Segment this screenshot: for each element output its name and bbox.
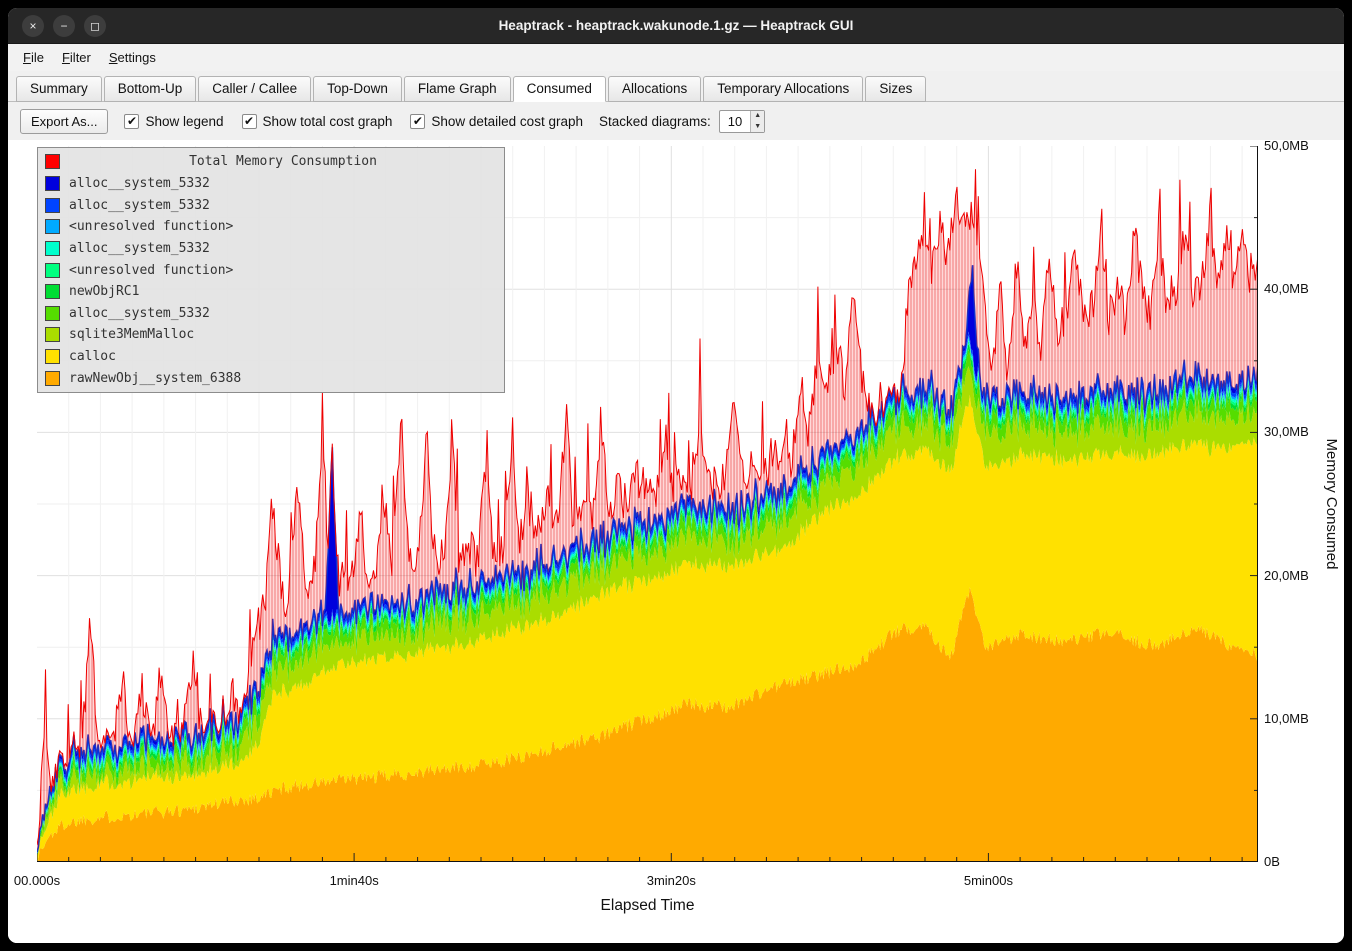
legend-swatch: [45, 154, 60, 170]
legend-label: alloc__system_5332: [69, 197, 210, 213]
legend-title-row: Total Memory Consumption: [43, 151, 499, 173]
legend-label: sqlite3MemMalloc: [69, 327, 195, 343]
legend-swatch: [45, 327, 60, 343]
legend-item: alloc__system_5332: [43, 302, 499, 324]
x-axis-tick-label: 3min20s: [646, 873, 696, 888]
checkbox-show-legend[interactable]: ✔ Show legend: [124, 113, 224, 129]
checkbox-label: Show detailed cost graph: [431, 113, 583, 129]
menu-file[interactable]: File: [23, 50, 44, 65]
legend-label: <unresolved function>: [69, 219, 234, 235]
tab-bar: Summary Bottom-Up Caller / Callee Top-Down F…: [8, 71, 1344, 102]
checkbox-show-detailed-cost-graph[interactable]: ✔ Show detailed cost graph: [410, 113, 583, 129]
legend-label: alloc__system_5332: [69, 305, 210, 321]
spin-up-icon[interactable]: ▲: [751, 110, 765, 121]
export-as-button[interactable]: Export As...: [20, 108, 109, 134]
legend-label: alloc__system_5332: [69, 240, 210, 256]
legend-item: <unresolved function>: [43, 259, 499, 281]
legend-swatch: [45, 349, 60, 365]
legend-title: Total Memory Consumption: [189, 154, 377, 170]
memory-consumption-chart[interactable]: [37, 146, 1258, 862]
legend-item: calloc: [43, 346, 499, 368]
legend-item: alloc__system_5332: [43, 173, 499, 195]
stacked-diagrams-spinbox[interactable]: 10 ▲ ▼: [718, 109, 766, 133]
tab-flame-graph[interactable]: Flame Graph: [403, 76, 511, 102]
y-axis-tick-label: 50,0MB: [1264, 138, 1309, 153]
y-axis-tick-label: 20,0MB: [1264, 567, 1309, 583]
checkbox-label: Show total cost graph: [262, 113, 393, 129]
legend-item: newObjRC1: [43, 281, 499, 303]
legend-swatch: [45, 284, 60, 300]
legend-label: rawNewObj__system_6388: [69, 370, 242, 386]
tab-temporary-allocations[interactable]: Temporary Allocations: [703, 76, 864, 102]
minimize-button[interactable]: −: [53, 14, 75, 37]
chart-area: Total Memory Consumption alloc__system_53…: [8, 138, 1344, 943]
x-axis-tick-label: 5min00s: [963, 873, 1013, 888]
menu-settings[interactable]: Settings: [108, 50, 156, 65]
checkmark-icon: ✔: [124, 113, 140, 129]
spinbox-buttons: ▲ ▼: [750, 110, 765, 132]
y-axis-tick-label: 40,0MB: [1264, 281, 1309, 297]
y-axis-title: Memory Consumed: [1323, 438, 1340, 570]
window-controls: × − ◻: [22, 14, 106, 37]
checkbox-group: ✔ Show legend ✔ Show total cost graph ✔ Show …: [124, 113, 583, 129]
titlebar: × − ◻ Heaptrack - heaptrack.wakunode.1.gz …: [8, 8, 1344, 44]
checkbox-show-total-cost-graph[interactable]: ✔ Show total cost graph: [241, 113, 393, 129]
spin-down-icon[interactable]: ▼: [751, 121, 765, 132]
tab-top-down[interactable]: Top-Down: [313, 76, 402, 102]
x-axis-title: Elapsed Time: [600, 897, 695, 914]
legend-item: sqlite3MemMalloc: [43, 324, 499, 346]
legend-swatch: [45, 219, 60, 235]
tab-summary[interactable]: Summary: [16, 76, 102, 102]
tab-allocations[interactable]: Allocations: [607, 76, 702, 102]
consumption-graph: [37, 146, 1258, 862]
menu-bar: File Filter Settings: [8, 44, 1344, 71]
y-axis-tick-label: 0B: [1264, 854, 1280, 869]
legend-swatch: [45, 305, 60, 321]
legend-label: <unresolved function>: [69, 262, 234, 278]
window-title: Heaptrack - heaptrack.wakunode.1.gz — He…: [498, 18, 854, 33]
chart-legend: Total Memory Consumption alloc__system_53…: [37, 147, 505, 393]
legend-label: alloc__system_5332: [69, 175, 210, 191]
legend-item: <unresolved function>: [43, 216, 499, 238]
legend-label: newObjRC1: [69, 284, 140, 300]
spinbox-value: 10: [727, 113, 743, 129]
legend-item: rawNewObj__system_6388: [43, 367, 499, 389]
checkmark-icon: ✔: [241, 113, 257, 129]
legend-swatch: [45, 262, 60, 278]
legend-swatch: [45, 240, 60, 256]
tab-caller-callee[interactable]: Caller / Callee: [198, 76, 312, 102]
x-axis-tick-label: 1min40s: [329, 873, 379, 888]
legend-swatch: [45, 197, 60, 213]
tab-sizes[interactable]: Sizes: [865, 76, 927, 102]
checkmark-icon: ✔: [410, 113, 426, 129]
legend-label: calloc: [69, 349, 116, 365]
x-axis-tick-label: 00.000s: [13, 873, 61, 888]
app-window: × − ◻ Heaptrack - heaptrack.wakunode.1.gz …: [8, 8, 1344, 943]
y-axis-tick-label: 10,0MB: [1264, 710, 1309, 726]
legend-swatch: [45, 175, 60, 191]
legend-swatch: [45, 370, 60, 386]
tab-consumed[interactable]: Consumed: [512, 76, 606, 102]
tab-bottom-up[interactable]: Bottom-Up: [103, 76, 197, 102]
toolbar: Export As... ✔ Show legend ✔ Show total cos…: [8, 102, 1344, 140]
checkbox-label: Show legend: [145, 113, 224, 129]
legend-item: alloc__system_5332: [43, 238, 499, 260]
y-axis-tick-label: 30,0MB: [1264, 424, 1309, 440]
maximize-button[interactable]: ◻: [84, 14, 106, 37]
menu-filter[interactable]: Filter: [61, 50, 91, 65]
close-button[interactable]: ×: [22, 14, 44, 37]
stacked-diagrams-label: Stacked diagrams:: [598, 113, 711, 129]
legend-item: alloc__system_5332: [43, 194, 499, 216]
